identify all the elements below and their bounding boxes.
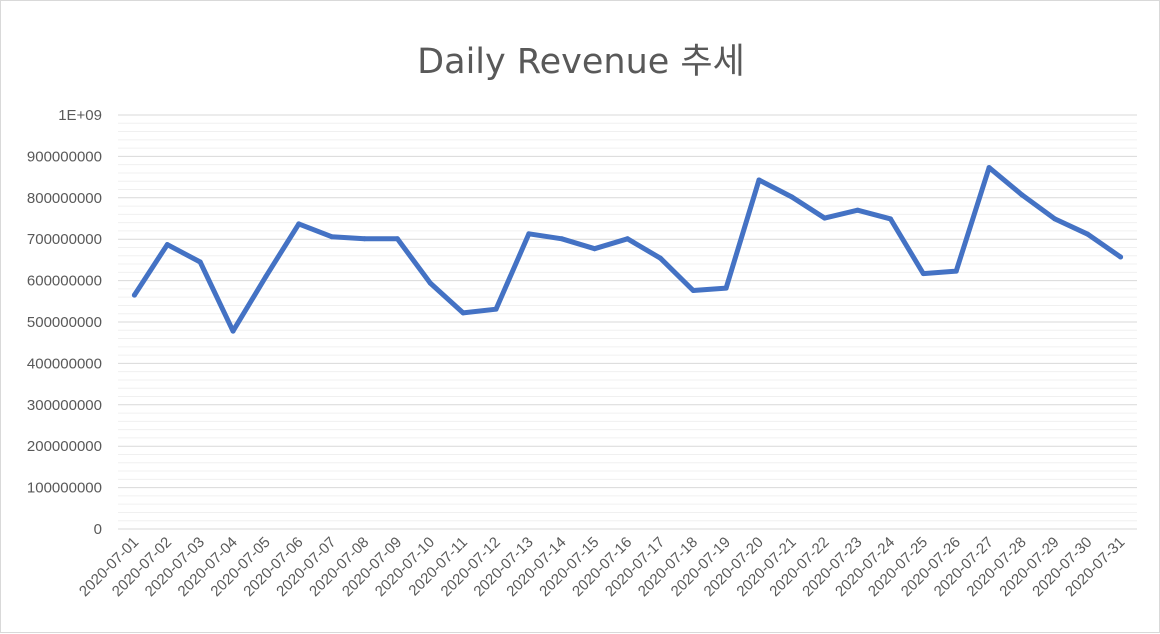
data-point	[822, 215, 828, 221]
y-tick-label: 600000000	[27, 273, 102, 290]
data-point	[1118, 254, 1124, 260]
y-axis: 0 100000000 200000000 300000000 400000000 500…	[27, 107, 102, 538]
y-tick-label: 100000000	[27, 480, 102, 497]
data-point	[197, 259, 203, 265]
y-tick-label: 300000000	[27, 397, 102, 414]
data-point	[526, 231, 532, 237]
data-point	[493, 306, 499, 312]
data-point	[296, 221, 302, 227]
y-tick-label: 400000000	[27, 355, 102, 372]
y-tick-label: 700000000	[27, 231, 102, 248]
x-axis: 2020-07-012020-07-022020-07-032020-07-04…	[76, 528, 1137, 600]
data-point	[1052, 216, 1058, 222]
data-point	[887, 216, 893, 222]
data-point	[559, 236, 565, 242]
data-point	[920, 271, 926, 277]
y-tick-label: 0	[94, 521, 102, 538]
data-point	[625, 236, 630, 242]
data-point	[855, 207, 861, 213]
data-point	[164, 242, 170, 248]
data-point	[230, 328, 236, 334]
y-tick-label: 500000000	[27, 314, 102, 331]
gridlines	[118, 114, 1137, 522]
data-point	[427, 280, 433, 286]
data-point	[690, 288, 696, 294]
data-point	[1085, 231, 1091, 237]
data-point	[592, 246, 598, 252]
y-tick-label: 200000000	[27, 438, 102, 455]
y-tick-label: 1E+09	[58, 107, 102, 124]
data-point	[657, 255, 663, 261]
chart-title: Daily Revenue 추세	[417, 42, 745, 82]
data-point	[789, 194, 795, 200]
y-tick-label: 800000000	[27, 190, 102, 207]
data-point	[394, 236, 400, 242]
data-point	[131, 292, 137, 298]
series-line	[131, 165, 1124, 334]
data-point	[953, 268, 959, 274]
data-point	[329, 234, 335, 240]
series-layer	[131, 165, 1124, 334]
data-point	[723, 285, 729, 291]
data-point	[460, 310, 466, 316]
data-point	[362, 236, 368, 242]
data-point	[986, 165, 992, 171]
data-point	[756, 177, 762, 183]
y-tick-label: 900000000	[27, 148, 102, 165]
data-point	[1019, 192, 1025, 198]
data-point	[263, 273, 269, 279]
